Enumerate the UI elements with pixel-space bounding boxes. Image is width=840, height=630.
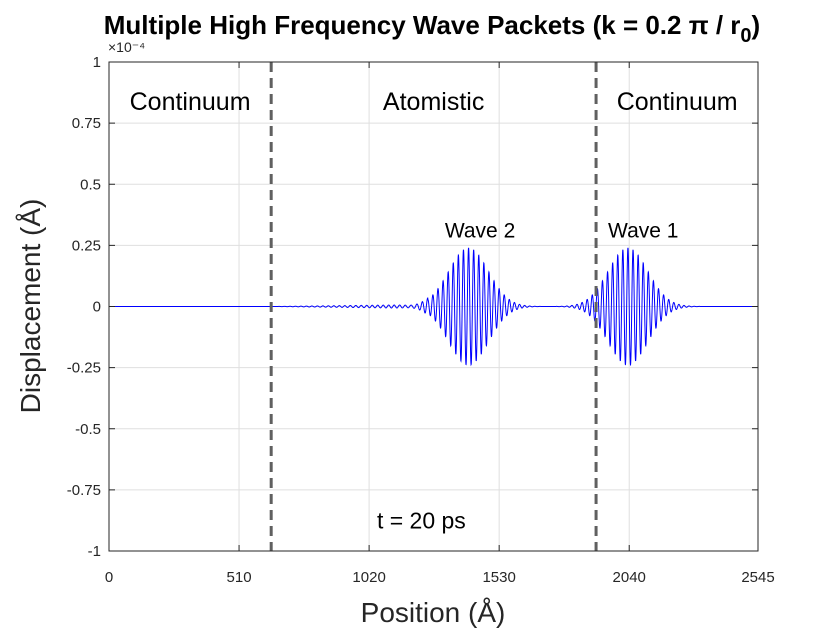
- y-axis-label: Displacement (Å): [15, 199, 46, 414]
- series-line-displacement: [109, 247, 758, 367]
- x-tick-label-3: 1530: [482, 569, 515, 586]
- annotation-2: t = 20 ps: [377, 508, 466, 534]
- y-tick-label-7: -0.75: [67, 482, 101, 499]
- chart-title-main: Multiple High Frequency Wave Packets (k …: [104, 10, 741, 40]
- x-tick-label-1: 510: [227, 569, 252, 586]
- annotations: Continuum Atomistic Continuum Wave 2 Wave 1 t…: [130, 88, 738, 534]
- y-scale-exponent: ×10⁻⁴: [108, 39, 145, 55]
- annotation-1: Wave 1: [608, 220, 678, 243]
- region-label-0: Continuum: [130, 88, 251, 116]
- interface-lines: [269, 62, 598, 551]
- y-tick-label-4: 0: [93, 299, 101, 316]
- chart-title-subscript: 0: [740, 25, 751, 47]
- y-tick-label-5: -0.25: [67, 360, 101, 377]
- y-tick-label-0: 1: [93, 54, 101, 71]
- y-tick-label-2: 0.5: [80, 176, 101, 193]
- annotation-0: Wave 2: [445, 220, 515, 243]
- series-group: [109, 247, 758, 367]
- y-tick-label-8: -1: [88, 543, 101, 560]
- x-tick-label-4: 2040: [613, 569, 646, 586]
- y-tick-label-6: -0.5: [75, 421, 101, 438]
- x-tick-label-2: 1020: [352, 569, 385, 586]
- x-tick-label-0: 0: [105, 569, 113, 586]
- x-axis-label: Position (Å): [361, 597, 506, 628]
- y-tick-label-3: 0.25: [72, 237, 101, 254]
- x-tick-label-5: 2545: [741, 569, 774, 586]
- y-axis-ticks: 1 0.75 0.5 0.25 0 -0.25 -0.5 -0.75 -1: [67, 54, 758, 560]
- chart-title: Multiple High Frequency Wave Packets (k …: [104, 10, 760, 47]
- y-tick-label-1: 0.75: [72, 115, 101, 132]
- region-label-1: Atomistic: [383, 88, 484, 116]
- region-label-2: Continuum: [617, 88, 738, 116]
- x-axis-ticks: 0 510 1020 1530 2040 2545: [105, 62, 775, 586]
- chart-title-suffix: ): [752, 10, 761, 40]
